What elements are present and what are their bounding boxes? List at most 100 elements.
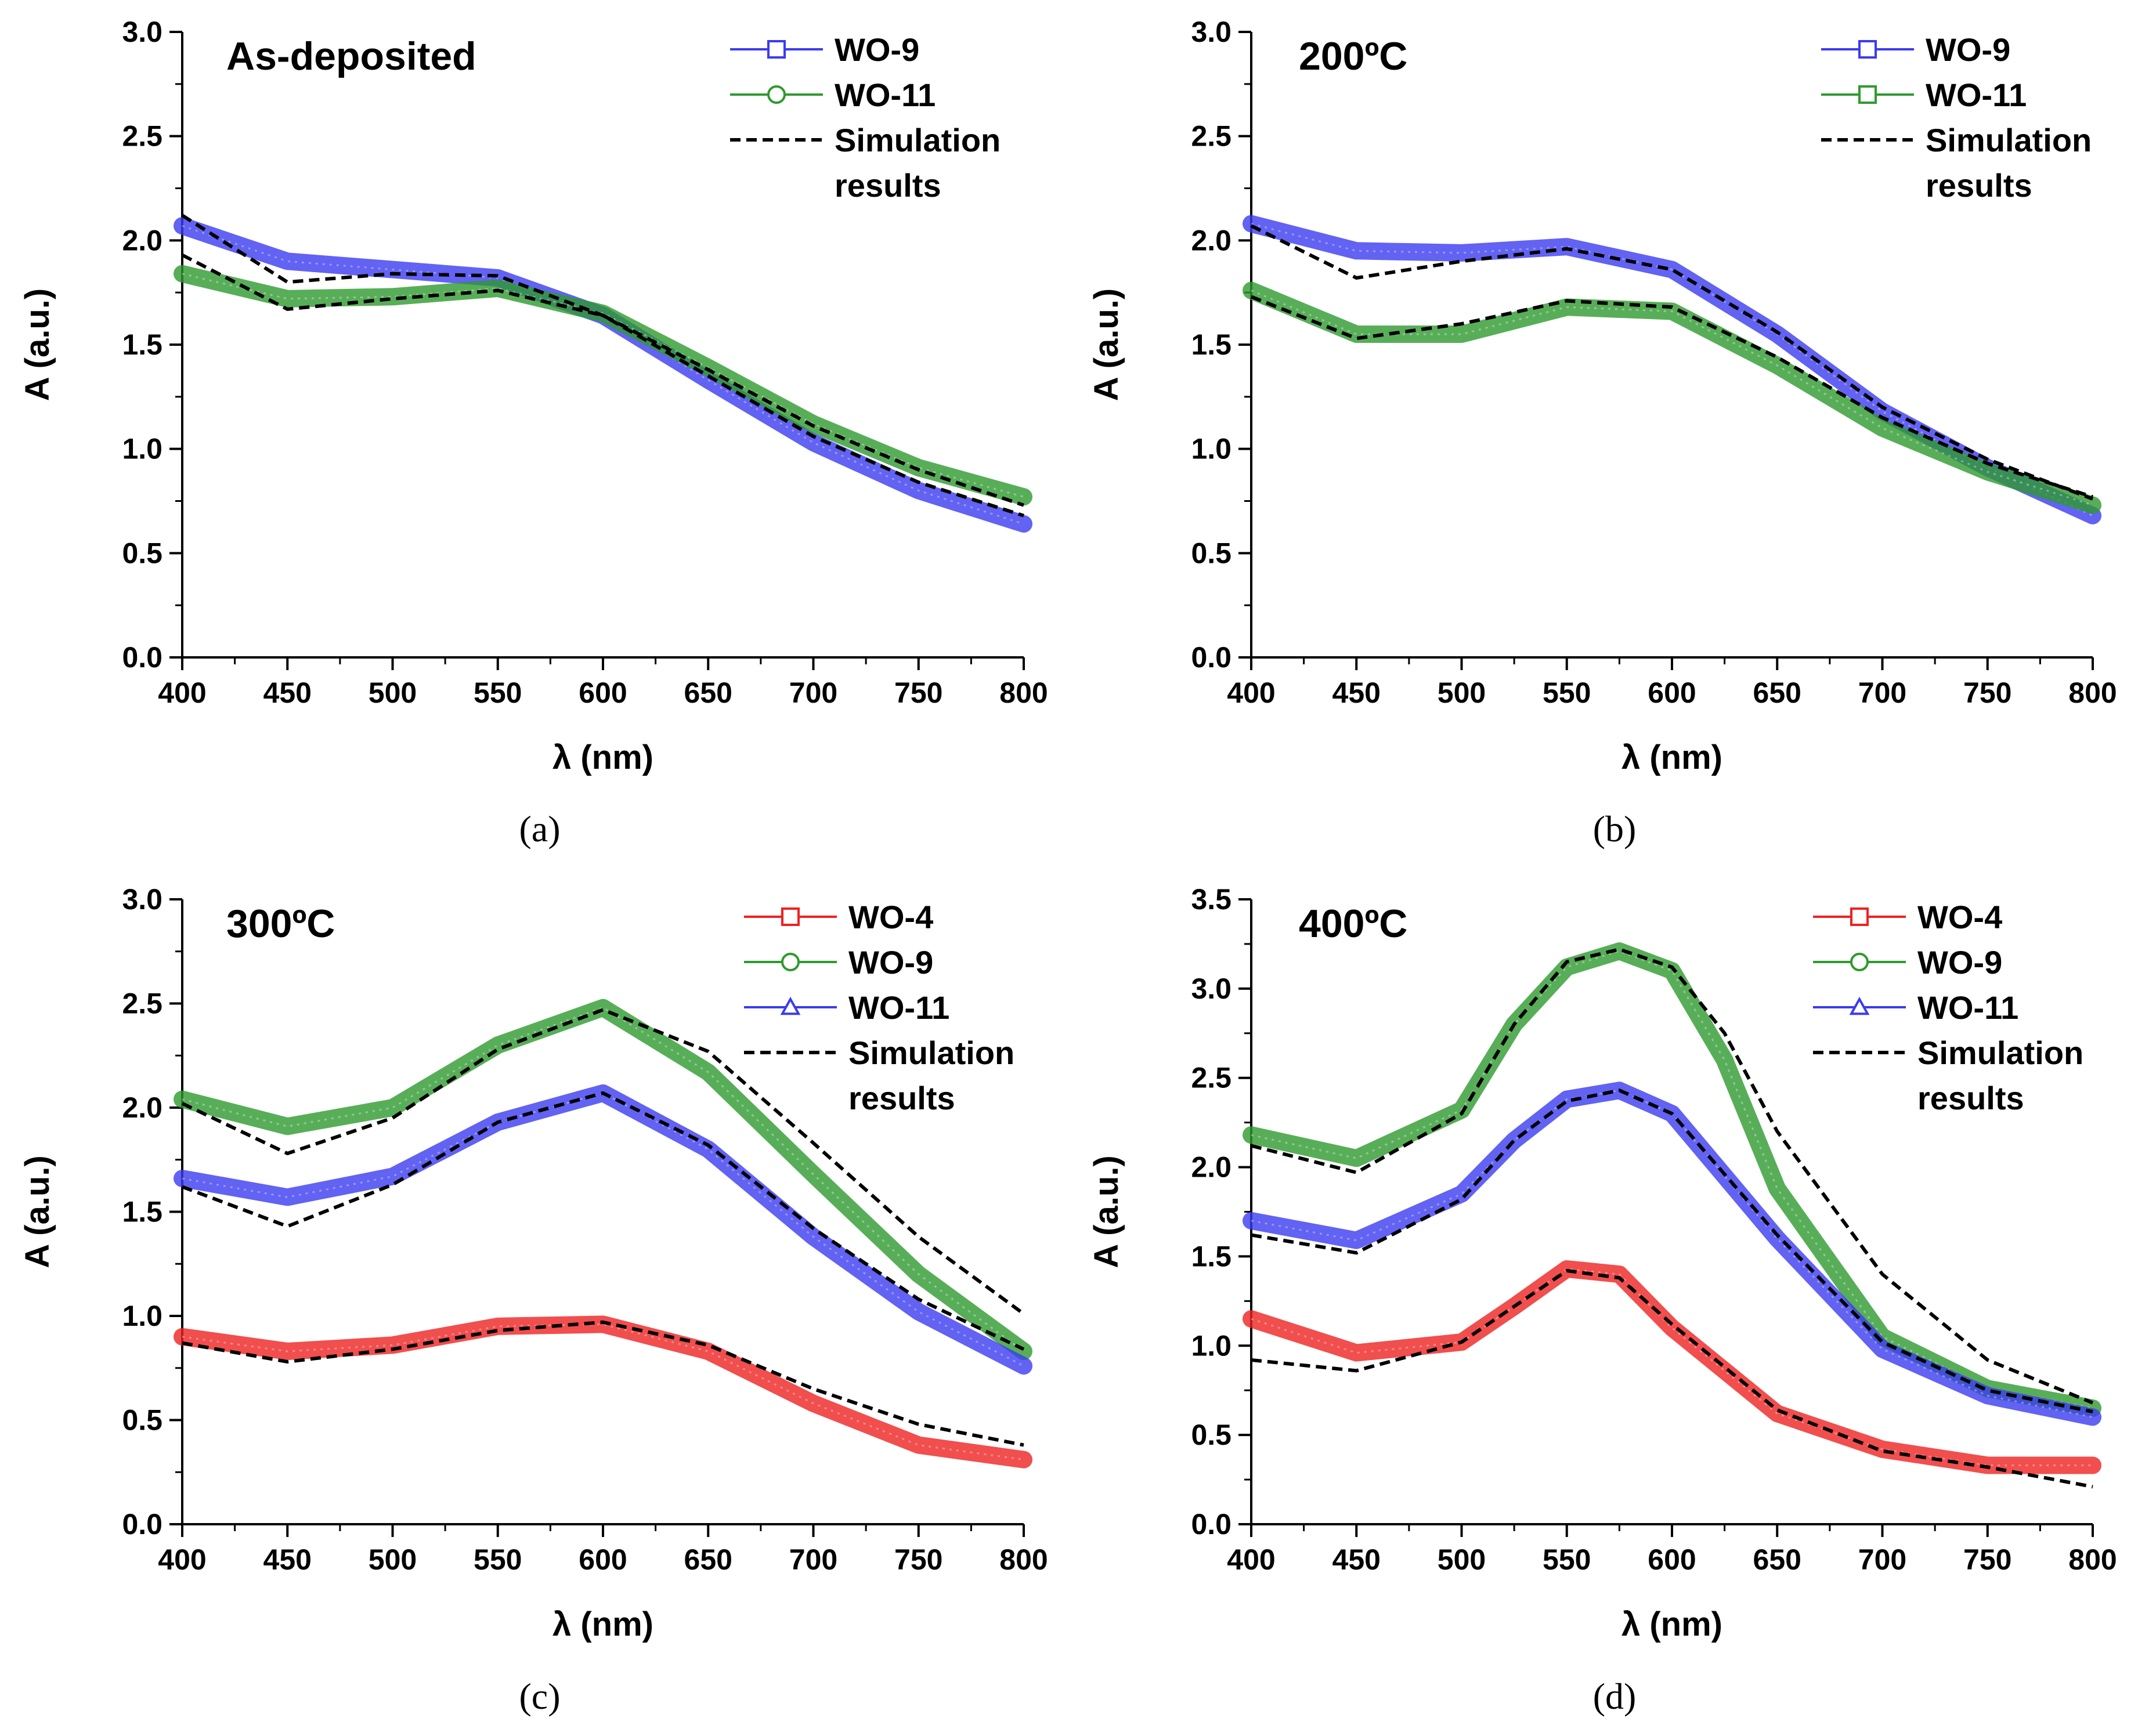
y-tick-label: 1.5	[1191, 1240, 1231, 1272]
series-marker-texture	[182, 273, 1024, 498]
legend-label: WO-4	[1917, 899, 2002, 935]
x-tick-label: 500	[1438, 677, 1486, 709]
legend-marker-square-icon	[1858, 40, 1877, 59]
x-tick-label: 550	[474, 1543, 522, 1576]
chart-panel-d: 400 450 500 550 600 650 700 750 800 0.0 0.5 1.0 1.5 2…	[1088, 883, 2117, 1717]
x-tick-label: 600	[579, 677, 627, 709]
legend-marker-square-icon	[1850, 907, 1869, 926]
x-tick-label: 700	[1858, 677, 1906, 709]
legend-label: WO-9	[835, 31, 919, 68]
x-tick-label: 650	[684, 677, 732, 709]
x-tick-label: 400	[158, 677, 206, 709]
legend: WO-9 WO-11 Simulation results	[1821, 31, 2092, 204]
legend-marker-circle-icon	[767, 85, 786, 104]
legend-label: WO-9	[1926, 31, 2010, 68]
x-tick-label: 800	[999, 1543, 1048, 1576]
y-tick-label: 0.0	[122, 641, 162, 674]
x-tick-label: 400	[158, 1543, 206, 1576]
legend-label: WO-4	[848, 899, 933, 935]
y-tick-label: 2.0	[1191, 1151, 1231, 1184]
y-tick-label: 1.5	[1191, 328, 1231, 361]
legend-label-continued: results	[1926, 167, 2032, 204]
x-tick-label: 500	[1438, 1543, 1486, 1576]
chart-panel-b: 400 450 500 550 600 650 700 750 800 0.0 0.5 1.0 1.5 2…	[1088, 16, 2117, 849]
y-tick-label: 0.5	[122, 537, 162, 569]
simulation-series-line	[1251, 1088, 2093, 1414]
x-tick-label: 550	[1543, 1543, 1591, 1576]
legend-label: WO-9	[1917, 944, 2002, 981]
y-tick-label: 0.0	[1191, 641, 1231, 674]
y-tick-label: 2.0	[122, 224, 162, 256]
x-tick-label: 400	[1227, 677, 1275, 709]
legend-label: Simulation	[1917, 1035, 2083, 1071]
panel-title: 300ºC	[226, 902, 335, 946]
simulation-series-line	[182, 1320, 1024, 1447]
series-marker-texture	[1251, 1089, 2093, 1418]
y-tick-label: 2.0	[1191, 224, 1231, 256]
legend-marker-triangle-icon	[780, 996, 801, 1015]
y-tick-label: 1.0	[122, 1300, 162, 1332]
series-marker-texture	[1251, 950, 2093, 1409]
legend-label: WO-11	[848, 989, 949, 1026]
panel-title: As-deposited	[226, 34, 476, 78]
legend-marker-triangle-icon	[1849, 996, 1870, 1015]
simulation-series-line	[1250, 224, 2094, 501]
legend-label: WO-11	[835, 77, 936, 113]
simulation-series-line	[181, 1008, 1025, 1315]
simulation-series-line	[1251, 1269, 2093, 1489]
legend-label-continued: results	[1917, 1080, 2024, 1116]
y-tick-label: 3.0	[1191, 972, 1231, 1005]
y-tick-label: 3.0	[122, 883, 162, 916]
legend-label: Simulation	[1926, 122, 2092, 158]
x-tick-label: 450	[1332, 677, 1381, 709]
x-tick-label: 550	[1543, 677, 1591, 709]
y-axis-title: A (a.u.)	[1088, 1155, 1125, 1268]
y-tick-label: 0.0	[122, 1508, 162, 1540]
x-tick-label: 750	[1963, 677, 2011, 709]
x-axis-title: λ (nm)	[1621, 1605, 1722, 1643]
x-tick-label: 800	[2068, 677, 2117, 709]
legend-label: Simulation	[835, 122, 1001, 158]
y-tick-label: 3.5	[1191, 883, 1231, 916]
x-tick-label: 800	[999, 677, 1048, 709]
x-tick-label: 600	[1648, 1543, 1696, 1576]
y-tick-label: 2.5	[1191, 120, 1231, 153]
legend-marker-square-icon	[767, 40, 786, 59]
legend-label: WO-11	[1926, 77, 2027, 113]
simulation-series-line	[1250, 295, 2093, 499]
legend-label: WO-9	[848, 944, 933, 981]
x-tick-label: 450	[263, 1543, 312, 1576]
series-line-wo-9	[1243, 942, 2101, 1417]
x-tick-label: 550	[474, 677, 522, 709]
y-tick-label: 1.0	[1191, 1329, 1231, 1362]
y-tick-label: 1.5	[122, 1196, 162, 1228]
x-tick-label: 500	[369, 1543, 417, 1576]
series-line-wo-11	[1243, 281, 2101, 514]
legend-label: Simulation	[848, 1035, 1014, 1071]
x-tick-label: 650	[1753, 1543, 1801, 1576]
x-tick-label: 600	[579, 1543, 627, 1576]
x-tick-label: 700	[789, 677, 837, 709]
subfigure-label: (c)	[519, 1676, 560, 1717]
legend: WO-4 WO-9 WO-11 Simulation results	[744, 899, 1014, 1116]
y-axis-title: A (a.u.)	[19, 288, 56, 401]
y-tick-label: 1.0	[122, 433, 162, 465]
y-tick-label: 0.0	[1191, 1508, 1231, 1540]
series-marker-texture	[1251, 1268, 2093, 1466]
legend-marker-circle-icon	[781, 953, 800, 971]
legend-label-continued: results	[835, 167, 941, 204]
subfigure-label: (d)	[1593, 1676, 1637, 1717]
series-marker-texture	[182, 1007, 1024, 1352]
panel-title: 400ºC	[1299, 902, 1407, 946]
legend: WO-4 WO-9 WO-11 Simulation results	[1813, 899, 2083, 1116]
simulation-series-line	[181, 1091, 1025, 1351]
x-tick-label: 600	[1648, 677, 1696, 709]
series-line-wo-9	[174, 217, 1032, 533]
y-tick-label: 0.5	[1191, 1419, 1231, 1451]
x-tick-label: 750	[1963, 1543, 2011, 1576]
y-tick-label: 2.5	[122, 988, 162, 1020]
y-tick-label: 2.5	[1191, 1062, 1231, 1094]
series-line-wo-4	[1243, 1260, 2101, 1474]
legend-label: WO-11	[1917, 989, 2018, 1026]
simulation-series-line	[181, 214, 1024, 518]
